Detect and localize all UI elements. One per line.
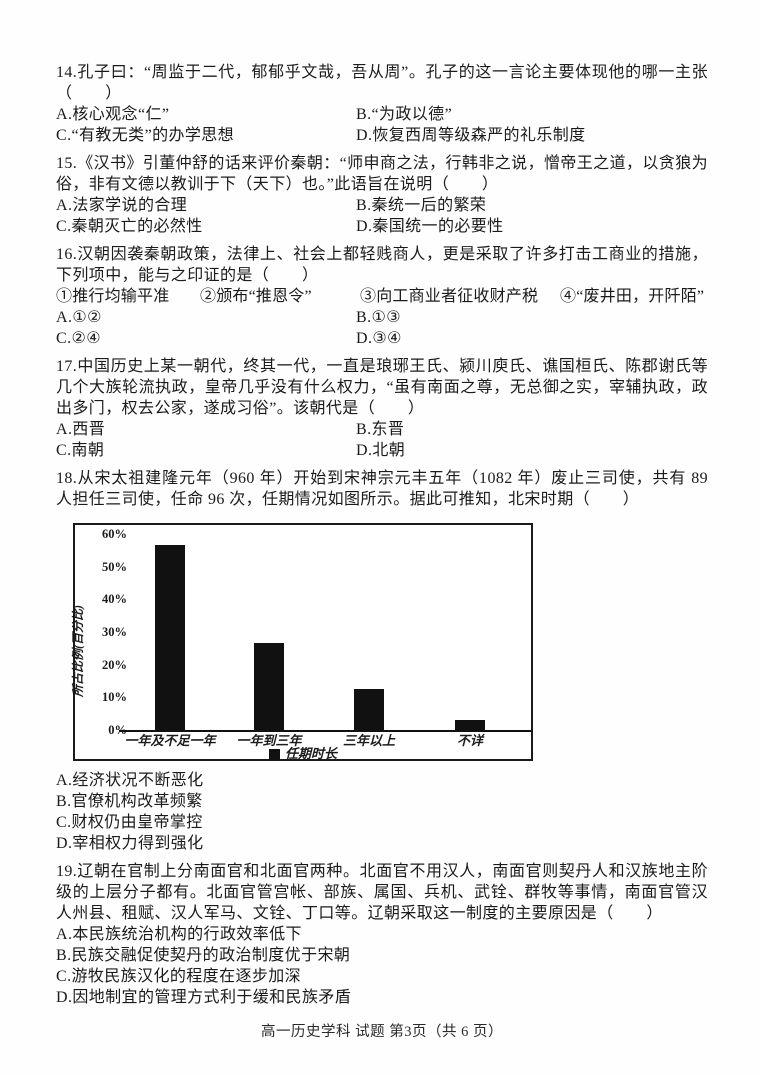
chart-bar (254, 643, 284, 730)
chart-x-tick-label: 三年以上 (342, 733, 395, 748)
question-15-option-b: B.秦统一后的繁荣 (356, 197, 487, 214)
question-18-option-a: A.经济状况不断恶化 (56, 772, 204, 789)
question-17-option-c: C.南朝 (56, 442, 105, 459)
question-17-option-d: D.北朝 (356, 442, 406, 459)
question-19-option-b: B.民族交融促使契丹的政治制度优于宋朝 (56, 947, 351, 964)
chart-y-tick-label: 50% (102, 559, 127, 574)
question-15: 15.《汉书》引董仲舒的话来评价秦朝：“师申商之法，行韩非之说，憎帝王之道，以贪… (56, 153, 708, 237)
question-15-options-row-2: C.秦朝灭亡的必然性 D.秦国统一的必要性 (56, 216, 708, 237)
question-16-options-row-2: C.②④ D.③④ (56, 328, 708, 349)
chart-y-tick-label: 60% (102, 527, 127, 541)
question-16-item-4: ④“废井田，开阡陌” (560, 288, 705, 305)
question-17-option-b: B.东晋 (356, 421, 405, 438)
exam-content: 14.孔子曰：“周监于二代，郁郁乎文哉，吾从周”。孔子的这一言论主要体现他的哪一… (56, 62, 708, 1043)
question-14-option-b: B.“为政以德” (356, 106, 453, 123)
tenure-duration-bar-chart: 所占比例(百分比) 0% 10% 20% 30% 40% 50% 60% 一年及不足一年 一年… (71, 523, 533, 761)
question-15-options-row-1: A.法家学说的合理 B.秦统一后的繁荣 (56, 195, 708, 216)
legend-label: 任期时长 (284, 746, 337, 761)
question-16-option-d: D.③④ (356, 330, 402, 347)
question-16-stem: 16.汉朝因袭秦朝政策，法律上、社会上都轻贱商人，更是采取了许多打击工商业的措施… (56, 246, 708, 284)
question-14-stem: 14.孔子曰：“周监于二代，郁郁乎文哉，吾从周”。孔子的这一言论主要体现他的哪一… (56, 64, 708, 102)
question-19-option-d: D.因地制宜的管理方式利于缓和民族矛盾 (56, 989, 352, 1006)
chart-y-tick-label: 40% (102, 592, 127, 607)
question-19-option-c: C.游牧民族汉化的程度在逐步加深 (56, 968, 302, 985)
question-16-option-a: A.①② (56, 309, 102, 326)
question-14-option-a: A.核心观念“仁” (56, 106, 170, 123)
chart-y-tick-label: 10% (102, 690, 127, 705)
question-15-option-c: C.秦朝灭亡的必然性 (56, 218, 203, 235)
question-17-option-a: A.西晋 (56, 421, 106, 438)
chart-x-tick-label: 一年到三年 (236, 733, 302, 748)
question-19-option-a: A.本民族统治机构的行政效率低下 (56, 926, 302, 943)
question-15-option-d: D.秦国统一的必要性 (356, 218, 504, 235)
question-16-options-row-1: A.①② B.①③ (56, 307, 708, 328)
chart-legend: 任期时长 (75, 747, 531, 761)
legend-swatch-icon (268, 748, 280, 760)
question-16-numbered-items: ①推行均输平准 ②颁布“推恩令” ③向工商业者征收财产税 ④“废井田，开阡陌” (56, 286, 708, 307)
question-19-stem: 19.辽朝在官制上分南面官和北面官两种。北面官不用汉人，南面官则契丹人和汉族地主… (56, 863, 708, 922)
chart-bar (354, 689, 384, 730)
question-18: 18.从宋太祖建隆元年（960 年）开始到宋神宗元丰五年（1082 年）废止三司… (56, 468, 708, 854)
question-14-option-d: D.恢复西周等级森严的礼乐制度 (356, 127, 586, 144)
question-19: 19.辽朝在官制上分南面官和北面官两种。北面官不用汉人，南面官则契丹人和汉族地主… (56, 861, 708, 1008)
question-17: 17.中国历史上某一朝代，终其一代，一直是琅琊王氏、颍川庾氏、谯国桓氏、陈郡谢氏… (56, 356, 708, 461)
question-17-stem: 17.中国历史上某一朝代，终其一代，一直是琅琊王氏、颍川庾氏、谯国桓氏、陈郡谢氏… (56, 358, 708, 417)
question-15-option-a: A.法家学说的合理 (56, 197, 188, 214)
question-14-options-row-2: C.“有教无类”的办学思想 D.恢复西周等级森严的礼乐制度 (56, 125, 708, 146)
question-14: 14.孔子曰：“周监于二代，郁郁乎文哉，吾从周”。孔子的这一言论主要体现他的哪一… (56, 62, 708, 146)
question-15-stem: 15.《汉书》引董仲舒的话来评价秦朝：“师申商之法，行韩非之说，憎帝王之道，以贪… (56, 155, 708, 193)
question-16-item-2: ②颁布“推恩令” (200, 288, 312, 305)
chart-bar (455, 720, 485, 730)
page-footer: 高一历史学科 试题 第3页（共 6 页） (261, 1024, 503, 1040)
question-17-options-row-2: C.南朝 D.北朝 (56, 440, 708, 461)
question-14-options-row-1: A.核心观念“仁” B.“为政以德” (56, 104, 708, 125)
question-17-options-row-1: A.西晋 B.东晋 (56, 419, 708, 440)
question-14-option-c: C.“有教无类”的办学思想 (56, 127, 235, 144)
chart-bar (155, 545, 185, 730)
question-16-item-3: ③向工商业者征收财产税 (360, 288, 539, 305)
question-16: 16.汉朝因袭秦朝政策，法律上、社会上都轻贱商人，更是采取了许多打击工商业的措施… (56, 244, 708, 349)
question-16-item-1: ①推行均输平准 (56, 288, 170, 305)
chart-x-axis-line (119, 730, 531, 732)
chart-y-tick-label: 30% (102, 625, 127, 639)
question-18-option-b: B.官僚机构改革频繁 (56, 793, 203, 810)
question-18-option-c: C.财权仍由皇帝掌控 (56, 814, 203, 831)
question-18-stem: 18.从宋太祖建隆元年（960 年）开始到宋神宗元丰五年（1082 年）废止三司… (56, 470, 708, 508)
question-18-option-d: D.宰相权力得到强化 (56, 835, 204, 852)
chart-y-axis-label: 所占比例(百分比) (71, 605, 85, 697)
question-16-option-b: B.①③ (356, 309, 401, 326)
chart-y-tick-label: 0% (108, 723, 127, 737)
question-16-option-c: C.②④ (56, 330, 101, 347)
chart-x-tick-label: 一年及不足一年 (124, 733, 216, 748)
chart-x-tick-label: 不详 (456, 733, 483, 748)
chart-y-tick-label: 20% (102, 657, 127, 672)
